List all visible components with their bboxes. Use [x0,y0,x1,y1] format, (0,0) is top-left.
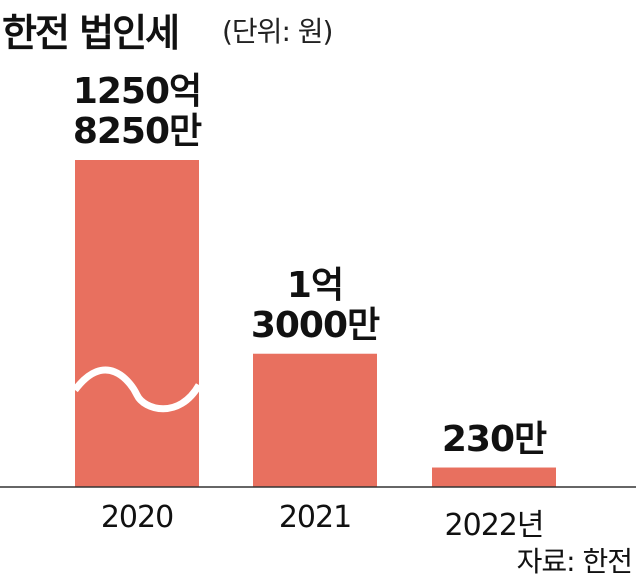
bar [75,160,199,487]
x-tick-label: 2022년 [444,508,545,543]
axis-break [72,366,203,413]
chart-subtitle: (단위: 원) [222,15,333,48]
x-tick-label: 2021 [278,500,352,535]
bar [432,467,556,487]
chart-title: 한전 법인세 [2,11,180,55]
x-tick-label: 2020 [100,500,174,535]
value-label: 1억 3000만 [250,264,380,346]
bar [253,353,377,487]
value-label: 1250억 8250만 [72,71,202,152]
value-label: 230만 [441,418,547,460]
source: 자료: 한전 [516,545,633,578]
